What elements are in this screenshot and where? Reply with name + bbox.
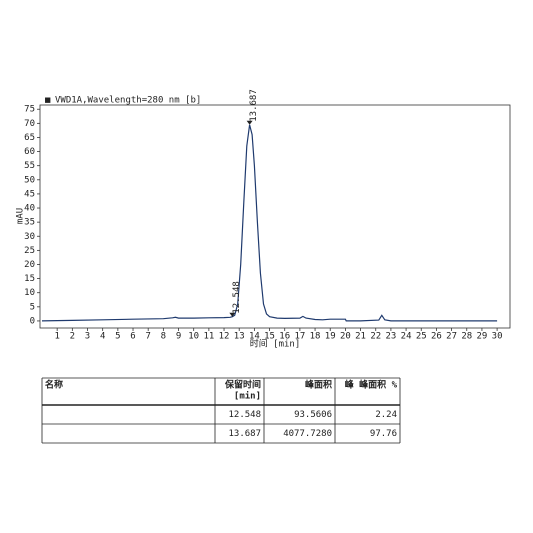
x-tick-label: 15	[264, 332, 275, 342]
peak-label: 13.687	[249, 89, 259, 122]
peak-marker	[229, 312, 236, 317]
x-tick-label: 12	[219, 332, 230, 342]
chart-title: VWD1A,Wavelength=280 nm [b]	[55, 96, 201, 106]
x-tick-label: 9	[176, 332, 181, 342]
y-tick-label: 60	[24, 147, 35, 157]
y-tick-label: 5	[30, 302, 35, 312]
x-tick-label: 11	[203, 332, 214, 342]
x-tick-label: 14	[249, 332, 260, 342]
x-tick-label: 28	[461, 332, 472, 342]
x-tick-label: 30	[492, 332, 503, 342]
x-tick-label: 27	[446, 332, 457, 342]
plot-frame	[39, 104, 511, 329]
x-tick-label: 20	[340, 332, 351, 342]
table-cell: 2.24	[375, 410, 397, 420]
y-tick-label: 50	[24, 175, 35, 185]
x-tick-label: 25	[416, 332, 427, 342]
x-tick-label: 3	[85, 332, 90, 342]
table-cell: 12.548	[228, 410, 261, 420]
table: 名称 保留时间[min] 峰面积 峰 峰面积 % 12.548 93.5606 2.24 13…	[41, 377, 401, 444]
x-tick-label: 16	[279, 332, 290, 342]
x-tick-label: 6	[130, 332, 135, 342]
table-header: 名称	[45, 379, 63, 391]
y-tick-label: 35	[24, 218, 35, 228]
x-tick-label: 8	[161, 332, 166, 342]
x-tick-label: 24	[401, 332, 412, 342]
x-tick-label: 1	[54, 332, 59, 342]
x-tick-label: 7	[145, 332, 150, 342]
x-tick-label: 22	[370, 332, 381, 342]
x-tick-label: 10	[188, 332, 199, 342]
table-header: 保留时间	[224, 379, 261, 391]
x-tick-label: 4	[100, 332, 105, 342]
trace	[41, 124, 498, 322]
y-tick-label: 15	[24, 274, 35, 284]
y-tick-label: 75	[24, 105, 35, 115]
x-tick-label: 19	[325, 332, 336, 342]
table-cell: 97.76	[370, 429, 397, 439]
x-tick-label: 5	[115, 332, 120, 342]
peak-label: 12.548	[232, 281, 242, 314]
table-cell: 93.5606	[294, 410, 332, 420]
y-tick-label: 45	[24, 189, 35, 199]
table-header: 峰面积	[305, 379, 332, 391]
table-cell: 4077.7280	[283, 429, 332, 439]
x-tick-label: 26	[431, 332, 442, 342]
y-tick-label: 55	[24, 161, 35, 171]
x-tick-label: 13	[234, 332, 245, 342]
table-cell: 13.687	[228, 429, 261, 439]
y-tick-label: 65	[24, 133, 35, 143]
table-header: 峰 峰面积 %	[345, 379, 398, 391]
x-tick-label: 23	[385, 332, 396, 342]
y-axis-label: mAU	[16, 208, 26, 224]
x-tick-label: 29	[477, 332, 488, 342]
y-tick-label: 25	[24, 246, 35, 256]
y-tick-label: 70	[24, 119, 35, 129]
y-tick-label: 10	[24, 288, 35, 298]
y-tick-label: 30	[24, 232, 35, 242]
x-tick-label: 21	[355, 332, 366, 342]
peak-marker	[246, 120, 253, 125]
x-axis-label: 时间 [min]	[250, 338, 301, 350]
legend-marker: ■	[45, 96, 51, 106]
x-tick-label: 18	[310, 332, 321, 342]
x-tick-label: 2	[70, 332, 75, 342]
table-header: [min]	[234, 391, 261, 402]
y-tick-label: 0	[30, 316, 35, 326]
y-tick-label: 40	[24, 204, 35, 214]
x-tick-label: 17	[294, 332, 305, 342]
y-tick-label: 20	[24, 260, 35, 270]
